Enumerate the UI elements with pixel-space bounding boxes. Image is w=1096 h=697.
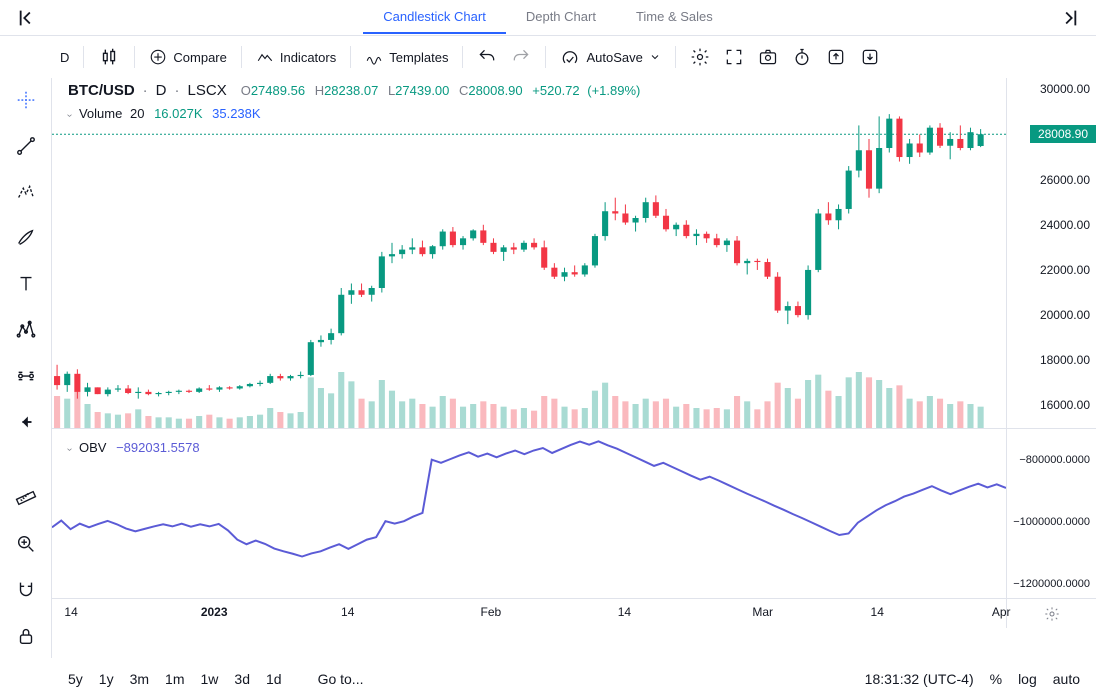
symbol-exchange: LSCX (188, 82, 227, 99)
range-3m[interactable]: 3m (130, 671, 149, 687)
indicators-label: Indicators (280, 50, 336, 65)
obv-axis[interactable]: −800000.0000−1000000.0000−1200000.0000 (1006, 428, 1096, 598)
log-toggle[interactable]: log (1018, 671, 1037, 687)
templates-label: Templates (389, 50, 448, 65)
clock: 18:31:32 (UTC-4) (865, 671, 974, 687)
lock-tool[interactable] (12, 622, 40, 650)
templates-button[interactable]: Templates (365, 48, 448, 66)
tab-timesales[interactable]: Time & Sales (616, 1, 733, 34)
range-3d[interactable]: 3d (234, 671, 250, 687)
chevron-down-icon (649, 51, 661, 63)
interval-selector[interactable]: D (60, 50, 69, 65)
autosave-button[interactable]: AutoSave (560, 47, 660, 67)
time-axis[interactable]: 14202314Feb14Mar14Apr (52, 598, 1006, 628)
ruler-tool[interactable] (12, 484, 40, 512)
symbol-legend: BTC/USD · D · LSCX O27489.56 H28238.07 L… (68, 82, 640, 99)
tab-candlestick[interactable]: Candlestick Chart (363, 1, 506, 34)
compare-label: Compare (173, 50, 226, 65)
fib-tool[interactable] (12, 178, 40, 206)
redo-button[interactable] (511, 47, 531, 67)
snapshot-button[interactable] (758, 47, 778, 67)
symbol-interval: D (156, 82, 167, 99)
price-axis[interactable]: 30000.0028000.0026000.0024000.0022000.00… (1006, 78, 1096, 428)
range-1y[interactable]: 1y (99, 671, 114, 687)
zoom-tool[interactable] (12, 530, 40, 558)
fullscreen-button[interactable] (724, 47, 744, 67)
candle-type-button[interactable] (98, 46, 120, 68)
crosshair-tool[interactable] (12, 86, 40, 114)
settings-button[interactable] (690, 47, 710, 67)
tab-depth[interactable]: Depth Chart (506, 1, 616, 34)
indicators-button[interactable]: Indicators (256, 48, 336, 66)
bottom-bar: 5y 1y 3m 1m 1w 3d 1d Go to... 18:31:32 (… (52, 661, 1096, 697)
pct-toggle[interactable]: % (990, 671, 1002, 687)
magnet-tool[interactable] (12, 576, 40, 604)
collapse-right-icon[interactable] (1048, 7, 1088, 29)
brush-tool[interactable] (12, 224, 40, 252)
export-button[interactable] (826, 47, 846, 67)
autosave-label: AutoSave (586, 50, 642, 65)
trendline-tool[interactable] (12, 132, 40, 160)
collapse-left-icon[interactable] (8, 7, 48, 29)
back-button[interactable] (12, 408, 40, 436)
obv-legend: › OBV −892031.5578 (68, 440, 200, 455)
range-1d[interactable]: 1d (266, 671, 282, 687)
volume-legend: › Volume 20 16.027K 35.238K (68, 106, 261, 121)
interval-label: D (60, 50, 69, 65)
undo-button[interactable] (477, 47, 497, 67)
range-1m[interactable]: 1m (165, 671, 184, 687)
ohlc-values: O27489.56 H28238.07 L27439.00 C28008.90 … (235, 83, 641, 98)
text-tool[interactable] (12, 270, 40, 298)
chart-toolbar: D Compare Indicators Templates AutoSave (0, 36, 1096, 78)
drawing-toolbar (0, 78, 52, 658)
auto-toggle[interactable]: auto (1053, 671, 1080, 687)
price-chart[interactable] (52, 78, 1006, 428)
axis-settings-button[interactable] (1006, 598, 1096, 628)
symbol-pair[interactable]: BTC/USD (68, 82, 135, 99)
chart-area[interactable]: BTC/USD · D · LSCX O27489.56 H28238.07 L… (52, 78, 1096, 658)
range-1w[interactable]: 1w (201, 671, 219, 687)
import-button[interactable] (860, 47, 880, 67)
range-5y[interactable]: 5y (68, 671, 83, 687)
compare-button[interactable]: Compare (149, 48, 226, 66)
prediction-tool[interactable] (12, 362, 40, 390)
pattern-tool[interactable] (12, 316, 40, 344)
stopwatch-button[interactable] (792, 47, 812, 67)
goto-button[interactable]: Go to... (318, 671, 364, 687)
